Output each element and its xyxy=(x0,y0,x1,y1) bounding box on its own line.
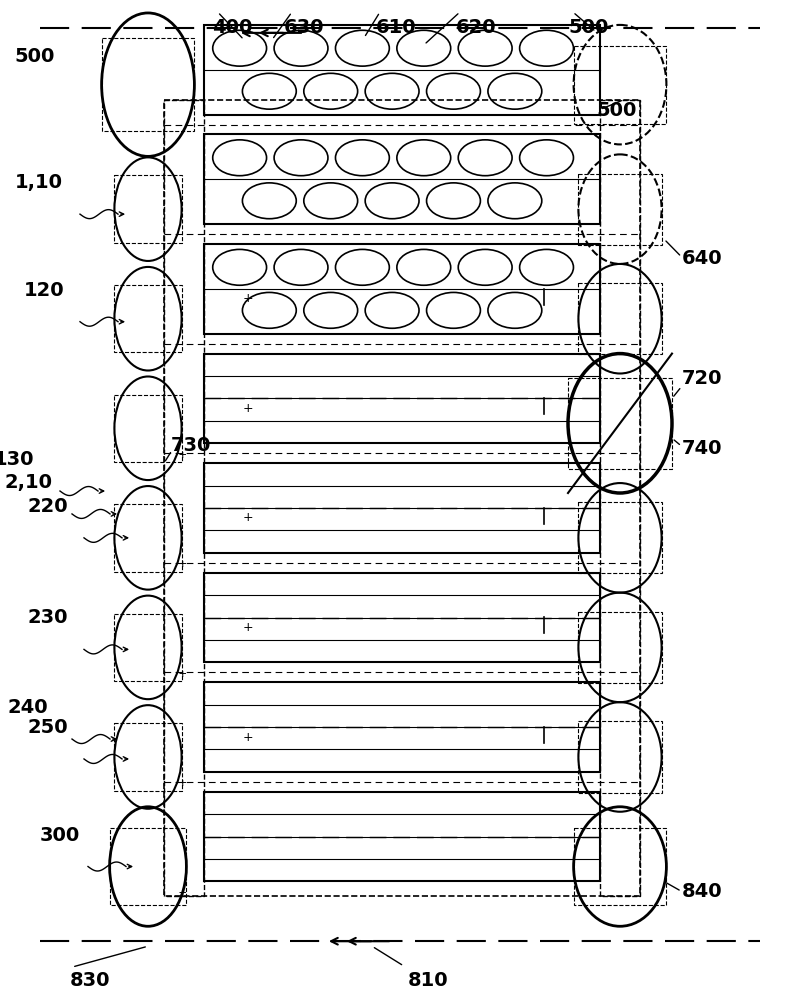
Text: 500: 500 xyxy=(14,47,54,66)
Text: 130: 130 xyxy=(0,450,34,469)
Text: +: + xyxy=(178,558,186,572)
Text: +: + xyxy=(178,448,186,462)
Text: +: + xyxy=(178,667,186,681)
Text: 630: 630 xyxy=(284,18,325,37)
Text: +: + xyxy=(242,292,254,306)
Text: 220: 220 xyxy=(28,497,68,516)
Text: 1,10: 1,10 xyxy=(14,173,62,192)
Text: 810: 810 xyxy=(408,971,449,990)
Text: 2,10: 2,10 xyxy=(4,473,52,492)
Text: 740: 740 xyxy=(682,438,722,458)
Text: +: + xyxy=(178,886,186,900)
Text: 240: 240 xyxy=(8,698,48,717)
Text: 230: 230 xyxy=(28,609,68,627)
Text: +: + xyxy=(242,730,254,744)
Text: 730: 730 xyxy=(170,435,210,455)
Text: 830: 830 xyxy=(70,971,110,990)
Text: 640: 640 xyxy=(682,249,722,269)
Text: 840: 840 xyxy=(682,881,722,901)
Text: 620: 620 xyxy=(456,18,497,37)
Text: 120: 120 xyxy=(24,281,64,300)
Text: +: + xyxy=(242,401,254,415)
Text: 500: 500 xyxy=(597,101,637,121)
Text: 610: 610 xyxy=(376,18,417,37)
Text: 500: 500 xyxy=(568,18,608,37)
Text: +: + xyxy=(242,621,254,634)
Text: +: + xyxy=(178,777,186,791)
Text: 250: 250 xyxy=(28,718,68,737)
Text: 300: 300 xyxy=(40,826,80,845)
Text: 400: 400 xyxy=(212,18,252,37)
Text: +: + xyxy=(242,511,254,525)
Text: 720: 720 xyxy=(682,369,722,388)
